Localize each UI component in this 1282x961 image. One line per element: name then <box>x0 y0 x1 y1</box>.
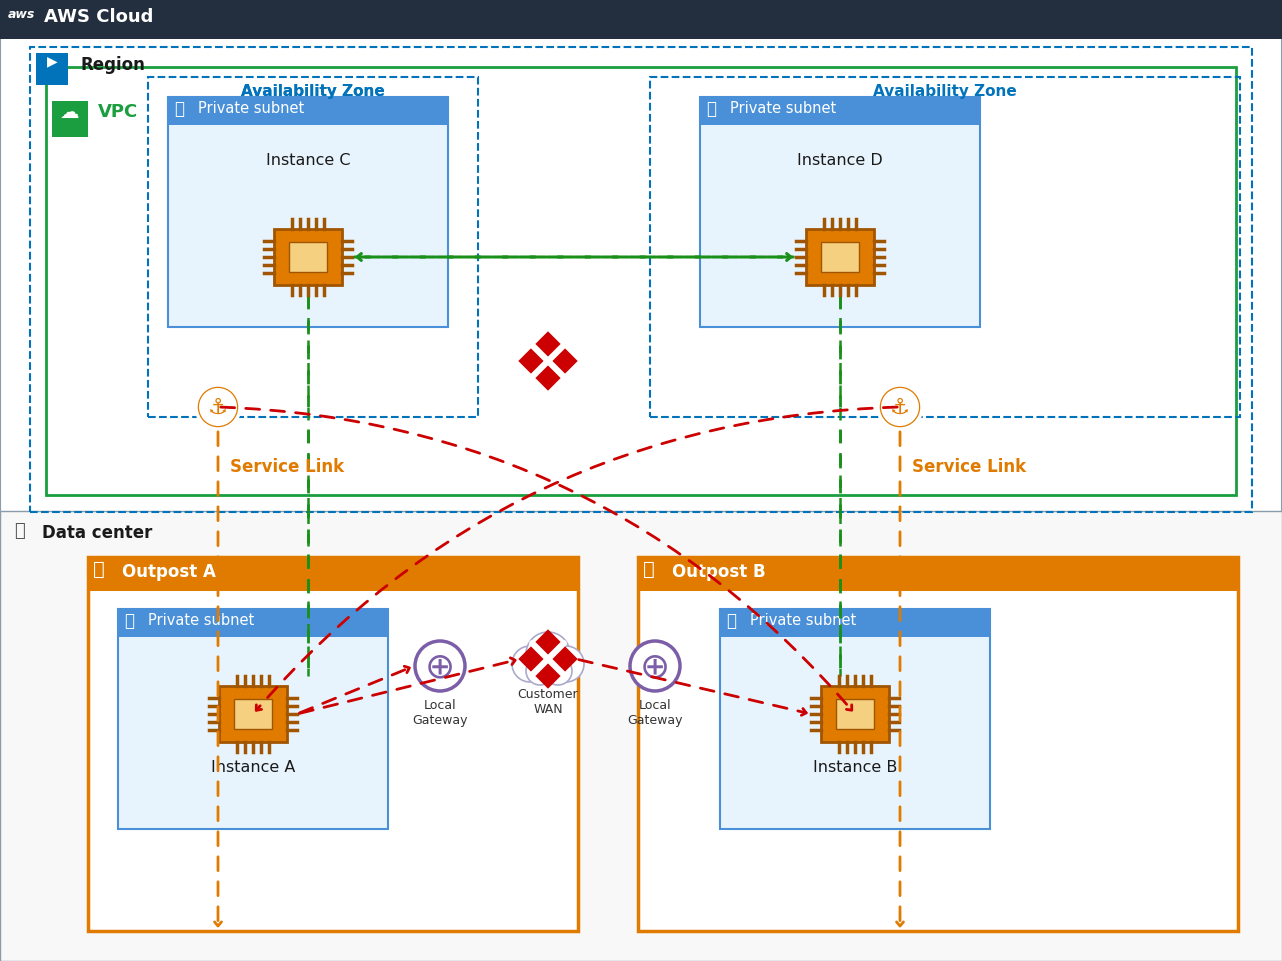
Bar <box>235 699 272 729</box>
Circle shape <box>199 388 237 427</box>
Circle shape <box>415 641 465 691</box>
Bar <box>700 98 979 328</box>
Text: aws: aws <box>8 8 36 21</box>
Circle shape <box>547 647 585 682</box>
Text: ⚓: ⚓ <box>890 398 910 418</box>
Text: Local
Gateway: Local Gateway <box>413 699 468 727</box>
Bar <box>836 699 874 729</box>
Bar <box>822 242 859 273</box>
Bar <box>638 557 1238 591</box>
Bar <box>118 609 388 637</box>
Text: Private subnet: Private subnet <box>197 101 304 116</box>
Circle shape <box>878 385 922 430</box>
Circle shape <box>512 647 547 682</box>
Polygon shape <box>518 629 578 689</box>
Text: ⊕: ⊕ <box>640 650 670 683</box>
Bar <box>806 230 874 285</box>
Text: ⚓: ⚓ <box>208 398 228 418</box>
Text: Private subnet: Private subnet <box>147 612 254 628</box>
Bar <box>290 242 327 273</box>
Polygon shape <box>518 332 578 391</box>
Text: 🔒: 🔒 <box>174 100 185 118</box>
Text: Service Link: Service Link <box>229 457 344 476</box>
Circle shape <box>881 388 919 427</box>
Bar <box>147 78 478 418</box>
Text: Private subnet: Private subnet <box>750 612 856 628</box>
Text: Data center: Data center <box>42 524 153 541</box>
Text: Local
Gateway: Local Gateway <box>627 699 683 727</box>
Circle shape <box>629 641 679 691</box>
Bar <box>700 98 979 126</box>
Bar <box>46 68 1236 496</box>
Bar <box>53 102 88 137</box>
Text: 🔒: 🔒 <box>706 100 717 118</box>
Text: 🖥: 🖥 <box>94 559 105 579</box>
Text: 🖥: 🖥 <box>644 559 655 579</box>
Bar <box>118 609 388 829</box>
Text: ⊕: ⊕ <box>424 650 455 683</box>
Text: Availability Zone: Availability Zone <box>241 84 385 99</box>
Text: Instance C: Instance C <box>265 153 350 168</box>
Text: 🔒: 🔒 <box>124 611 135 629</box>
Bar <box>36 54 68 86</box>
Bar <box>29 48 1253 512</box>
Circle shape <box>526 657 554 685</box>
Text: Outpost A: Outpost A <box>122 562 215 580</box>
Text: Instance B: Instance B <box>813 759 897 775</box>
Text: Service Link: Service Link <box>912 457 1026 476</box>
Text: 🔒: 🔒 <box>726 611 736 629</box>
Bar <box>168 98 447 126</box>
Text: VPC: VPC <box>97 103 138 121</box>
Bar <box>820 686 888 742</box>
Text: AWS Cloud: AWS Cloud <box>44 8 154 26</box>
Bar <box>168 98 447 328</box>
Text: Instance A: Instance A <box>210 759 295 775</box>
Bar <box>88 557 578 591</box>
Text: Outpost B: Outpost B <box>672 562 765 580</box>
Bar <box>219 686 287 742</box>
Text: Availability Zone: Availability Zone <box>873 84 1017 99</box>
Bar <box>274 230 342 285</box>
Bar <box>88 557 578 931</box>
Bar <box>638 557 1238 931</box>
Bar <box>650 78 1240 418</box>
Bar <box>0 0 1282 40</box>
Circle shape <box>196 385 240 430</box>
Circle shape <box>526 632 570 677</box>
Text: Customer
WAN: Customer WAN <box>518 687 578 715</box>
Bar <box>0 511 1282 961</box>
Bar <box>720 609 990 637</box>
Text: Availability Zone: Availability Zone <box>241 84 385 99</box>
Text: Private subnet: Private subnet <box>729 101 836 116</box>
Text: Instance D: Instance D <box>797 153 883 168</box>
Circle shape <box>544 657 572 685</box>
Text: ☁: ☁ <box>60 103 79 122</box>
Bar <box>0 511 1282 961</box>
Text: ▶: ▶ <box>46 54 58 68</box>
Text: Region: Region <box>79 56 145 74</box>
Text: 🏭: 🏭 <box>14 522 24 539</box>
Bar <box>720 609 990 829</box>
